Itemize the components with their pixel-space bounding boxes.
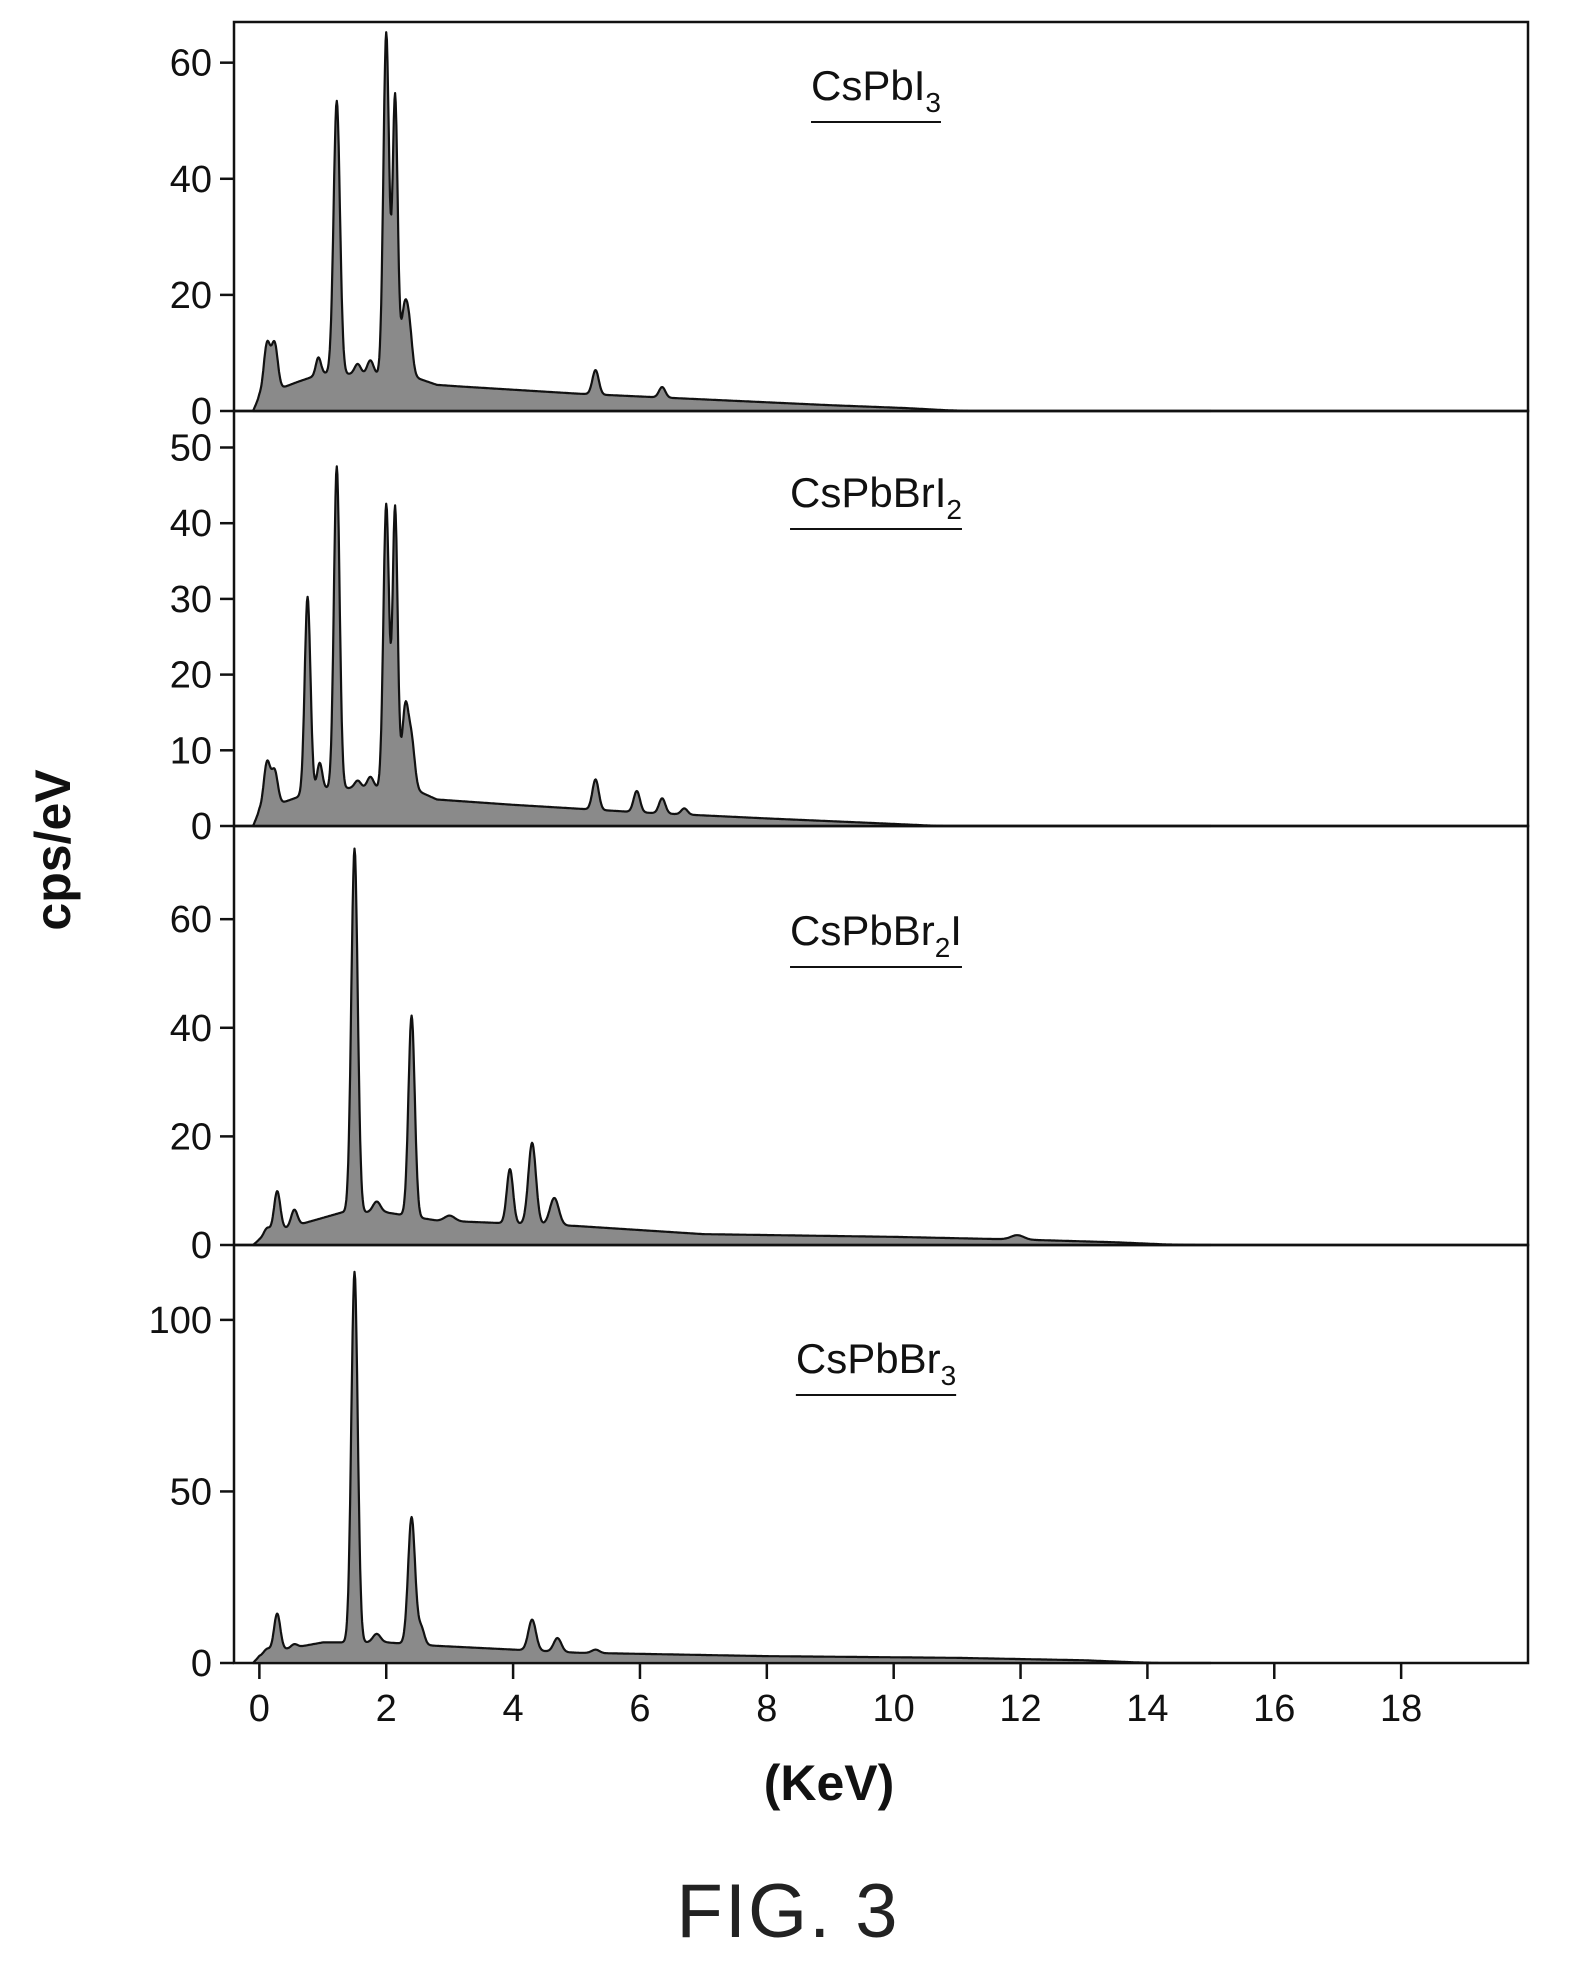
x-tick-label: 14 xyxy=(1126,1688,1168,1730)
x-tick-label: 6 xyxy=(629,1688,650,1730)
x-tick-label: 2 xyxy=(376,1688,397,1730)
y-tick-label: 20 xyxy=(170,1116,212,1158)
y-tick-label: 60 xyxy=(170,43,212,85)
y-tick-label: 10 xyxy=(170,730,212,772)
x-tick-label: 0 xyxy=(249,1688,270,1730)
panel-CsPbBr3: 0 50 100 CsPbBr3 xyxy=(149,1243,1530,1685)
y-tick-label: 0 xyxy=(191,1225,212,1267)
x-tick-label: 8 xyxy=(756,1688,777,1730)
y-tick-label: 20 xyxy=(170,655,212,697)
y-tick-label: 0 xyxy=(191,1643,212,1685)
panel-CsPbBr2I: 0 20 40 60 CsPbBr2I xyxy=(170,824,1530,1267)
y-tick-label: 100 xyxy=(149,1300,212,1342)
panel-CsPbBrI2: 0 10 20 30 40 50 CsPbBrI2 xyxy=(170,409,1530,848)
x-tick-label: 16 xyxy=(1253,1688,1295,1730)
panel-label: CsPbBr2I xyxy=(790,907,962,963)
y-tick-label: 0 xyxy=(191,806,212,848)
spectrum-area xyxy=(251,31,1212,413)
y-tick-label: 40 xyxy=(170,1008,212,1050)
x-tick-label: 10 xyxy=(873,1688,915,1730)
y-tick-label: 30 xyxy=(170,579,212,621)
y-tick-label: 40 xyxy=(170,503,212,545)
panel-frame xyxy=(232,1243,1530,1665)
y-tick-label: 0 xyxy=(191,391,212,433)
x-tick-label: 4 xyxy=(503,1688,524,1730)
panel-label: CsPbBrI2 xyxy=(790,469,962,525)
panel-label: CsPbBr3 xyxy=(796,1335,956,1391)
y-tick-label: 50 xyxy=(170,1471,212,1513)
figure-caption: FIG. 3 xyxy=(676,1869,900,1954)
panel-frame xyxy=(232,824,1530,1247)
panel-label: CsPbI3 xyxy=(811,62,941,118)
panel-CsPbI3: 0 20 40 60 CsPbI3 xyxy=(170,20,1530,433)
x-tick-label: 18 xyxy=(1380,1688,1422,1730)
x-axis-title: (KeV) xyxy=(764,1755,895,1811)
x-tick-label: 12 xyxy=(999,1688,1041,1730)
y-tick-label: 50 xyxy=(170,428,212,470)
y-tick-label: 40 xyxy=(170,159,212,201)
spectrum-area xyxy=(251,465,1212,828)
x-axis: 0 2 4 6 8 10 12 14 16 18 xyxy=(249,1663,1422,1730)
spectrum-area xyxy=(251,1270,1212,1665)
spectra-panels: 0 20 40 60 CsPbI3 0 10 20 30 40 50 CsPbBrI2 0 20 40 60 C… xyxy=(149,20,1530,1685)
spectrum-area xyxy=(251,847,1212,1247)
y-tick-label: 20 xyxy=(170,275,212,317)
y-tick-label: 60 xyxy=(170,899,212,941)
y-axis-title: cps/eV xyxy=(25,769,81,931)
